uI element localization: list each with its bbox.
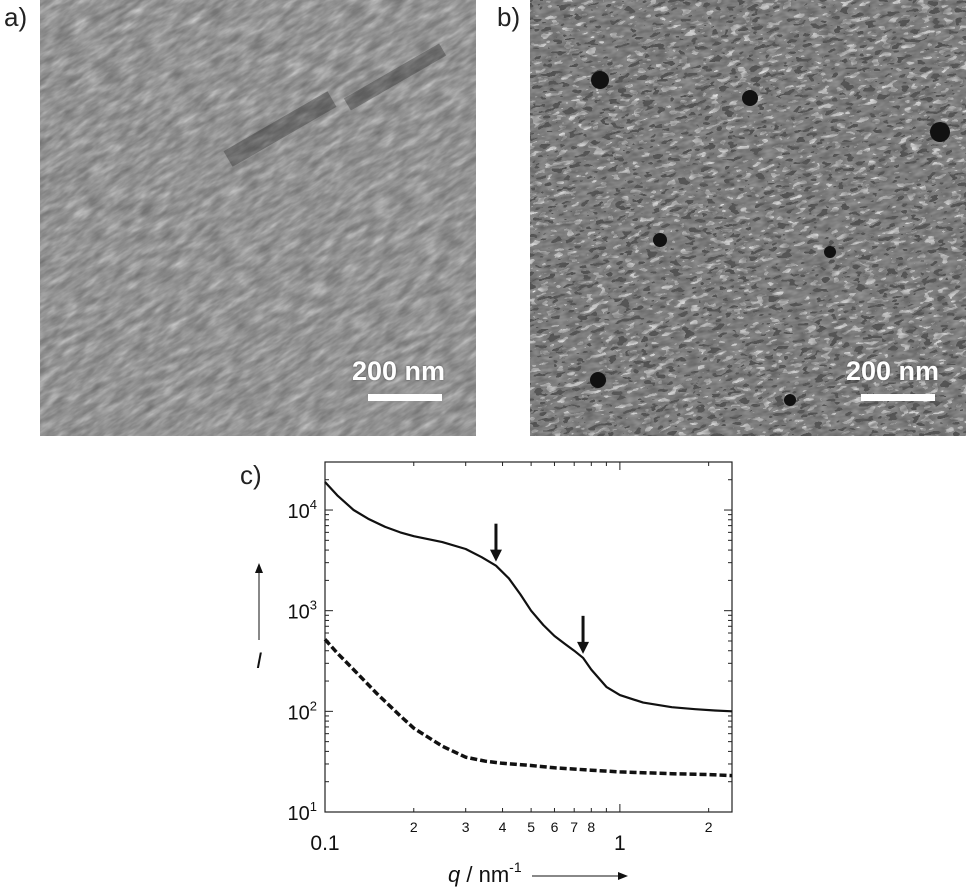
scale-bar-a (368, 394, 442, 401)
x-minor-tick-label: 8 (587, 819, 595, 835)
x-minor-tick-label: 5 (527, 819, 535, 835)
panel-label-c: c) (240, 460, 262, 490)
x-minor-tick-label: 6 (551, 819, 559, 835)
scale-bar-b (861, 394, 935, 401)
x-minor-tick-label: 2 (410, 819, 418, 835)
x-minor-tick-label: 3 (462, 819, 470, 835)
x-major-tick-label: 0.1 (310, 832, 339, 855)
y-axis-arrowhead (255, 563, 263, 573)
micrograph-b (530, 0, 966, 436)
x-major-tick-label: 1 (614, 832, 626, 855)
annotation-arrowhead-2 (577, 641, 590, 654)
x-axis-arrowhead (618, 872, 628, 880)
y-tick-label: 103 (288, 598, 317, 624)
y-tick-label: 104 (288, 497, 317, 523)
x-minor-tick-label: 4 (499, 819, 507, 835)
micrograph-a (40, 0, 476, 436)
x-axis-label: q / nm-1 (448, 859, 522, 887)
series-line-2 (323, 638, 733, 778)
y-tick-label: 102 (288, 698, 317, 724)
series-line-1 (324, 481, 733, 713)
x-minor-tick-label: 7 (570, 819, 578, 835)
y-tick-label: 101 (288, 799, 317, 825)
y-axis-label: I (256, 648, 262, 673)
panel-label-a: a) (4, 2, 28, 32)
plot-frame (324, 461, 733, 813)
x-minor-tick-label: 2 (705, 819, 713, 835)
scale-text-a: 200 nm (352, 356, 446, 386)
scale-text-b: 200 nm (846, 356, 940, 386)
panel-label-b: b) (497, 2, 521, 32)
annotation-arrowhead-1 (489, 549, 502, 562)
